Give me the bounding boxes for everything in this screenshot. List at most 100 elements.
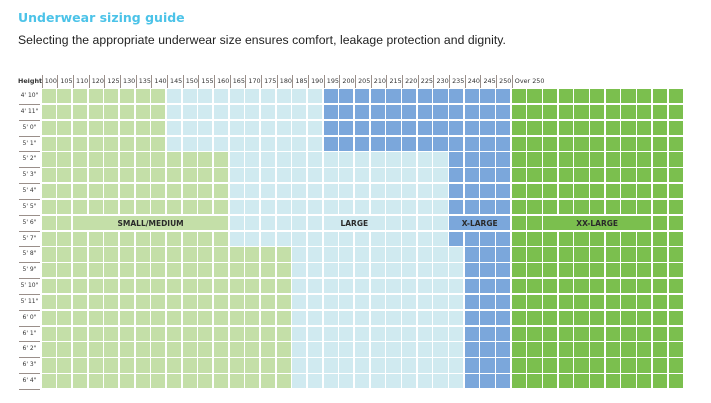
size-cell-x-large: [496, 89, 511, 104]
size-cell-large: [292, 136, 307, 151]
size-cell-x-large: [433, 89, 448, 104]
size-cell-small-medium: [182, 310, 197, 325]
size-cell-small-medium: [198, 199, 213, 215]
size-cell-small-medium: [73, 279, 88, 294]
size-cell-xx-large: [558, 89, 573, 104]
height-label: 5' 1": [19, 137, 40, 153]
size-cell-small-medium: [167, 294, 182, 310]
size-cell-x-large: [449, 184, 464, 199]
size-cell-small-medium: [104, 104, 119, 120]
size-cell-xx-large: [590, 168, 605, 183]
size-cell-xx-large: [637, 104, 652, 120]
size-cell-small-medium: [41, 310, 56, 325]
size-cell-xx-large: [527, 358, 542, 373]
size-cell-large: [323, 199, 338, 215]
size-cell-xx-large: [668, 263, 683, 278]
size-cell-large: [245, 136, 260, 151]
size-cell-x-large: [480, 152, 495, 167]
size-cell-large: [386, 231, 401, 246]
size-cell-xx-large: [590, 89, 605, 104]
height-label: 5' 8": [19, 247, 40, 264]
size-cell-small-medium: [104, 279, 119, 294]
size-cell-large: [433, 358, 448, 373]
size-cell-x-large: [480, 358, 495, 373]
size-cell-xx-large: [543, 310, 558, 325]
size-cell-x-large: [449, 152, 464, 167]
size-cell-large: [402, 326, 417, 341]
size-cell-large: [276, 152, 291, 167]
size-cell-large: [370, 231, 385, 246]
size-label: SMALL/MEDIUM: [117, 218, 184, 228]
size-cell-large: [370, 152, 385, 167]
size-cell-large: [355, 199, 370, 215]
size-cell-large: [276, 168, 291, 183]
size-cell-small-medium: [151, 104, 166, 120]
size-cell-xx-large: [605, 168, 620, 183]
size-cell-small-medium: [151, 358, 166, 373]
size-cell-small-medium: [245, 294, 260, 310]
size-cell-small-medium: [276, 310, 291, 325]
size-cell-small-medium: [41, 120, 56, 135]
size-cell-xx-large: [527, 104, 542, 120]
size-cell-xx-large: [590, 263, 605, 278]
size-cell-x-large: [496, 358, 511, 373]
size-cell-large: [308, 310, 323, 325]
size-cell-xx-large: [621, 358, 636, 373]
size-cell-x-large: [433, 136, 448, 151]
size-cell-small-medium: [88, 231, 103, 246]
size-cell-large: [308, 326, 323, 341]
size-cell-large: [308, 120, 323, 135]
size-cell-x-large: [496, 199, 511, 215]
size-cell-large: [417, 152, 432, 167]
size-cell-small-medium: [151, 120, 166, 135]
size-cell-small-medium: [104, 184, 119, 199]
size-cell-xx-large: [637, 231, 652, 246]
size-cell-xx-large: [668, 168, 683, 183]
size-cell-large: [308, 247, 323, 262]
size-cell-x-large: [370, 120, 385, 135]
size-cell-xx-large: [605, 152, 620, 167]
size-cell-xx-large: [558, 374, 573, 389]
size-cell-large: [323, 294, 338, 310]
size-cell-small-medium: [120, 310, 135, 325]
size-cell-small-medium: [104, 231, 119, 246]
size-cell-x-large: [449, 104, 464, 120]
size-cell-large: [323, 152, 338, 167]
size-cell-xx-large: [511, 279, 526, 294]
size-cell-x-large: [433, 120, 448, 135]
size-cell-xx-large: [652, 152, 667, 167]
weight-tick-label: 230: [433, 75, 449, 88]
size-cell-large: [261, 89, 276, 104]
size-cell-large: [323, 168, 338, 183]
size-cell-x-large: [496, 231, 511, 246]
size-cell-small-medium: [135, 358, 150, 373]
size-cell-x-large: [480, 89, 495, 104]
size-cell-small-medium: [135, 310, 150, 325]
size-cell-small-medium: [261, 294, 276, 310]
size-cell-large: [433, 152, 448, 167]
size-cell-x-large: [339, 120, 354, 135]
size-cell-x-large: [402, 136, 417, 151]
size-cell-small-medium: [167, 247, 182, 262]
size-cell-large: [449, 247, 464, 262]
size-cell-large: [245, 104, 260, 120]
size-cell-small-medium: [214, 279, 229, 294]
size-cell-x-large: [370, 104, 385, 120]
size-cell-xx-large: [590, 247, 605, 262]
size-cell-small-medium: [182, 326, 197, 341]
size-cell-large: [417, 279, 432, 294]
size-cell-small-medium: [120, 247, 135, 262]
size-cell-large: [229, 89, 244, 104]
size-cell-large: [402, 374, 417, 389]
page-subtitle: Selecting the appropriate underwear size…: [18, 33, 506, 47]
size-cell-xx-large: [527, 152, 542, 167]
size-cell-x-large: [449, 231, 464, 246]
size-cell-large: [339, 168, 354, 183]
size-cell-large: [323, 231, 338, 246]
size-cell-small-medium: [276, 342, 291, 357]
size-cell-xx-large: [574, 326, 589, 341]
size-cell-small-medium: [276, 374, 291, 389]
weight-tick-label: 180: [276, 75, 293, 88]
size-cell-xx-large: [558, 168, 573, 183]
size-cell-x-large: [464, 263, 479, 278]
